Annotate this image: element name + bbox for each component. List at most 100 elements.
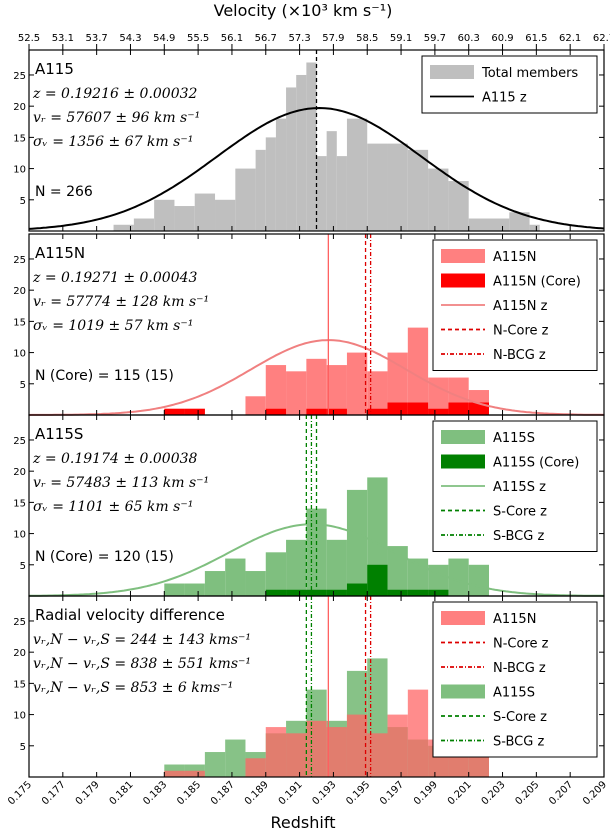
histogram-bar (184, 770, 205, 777)
top-tick-label: 57.9 (322, 33, 344, 44)
x-tick-label: 0.205 (513, 779, 541, 807)
histogram-bar (225, 739, 246, 777)
panel-title: A115 (35, 60, 74, 78)
histogram-bar (296, 74, 307, 231)
histogram-bar (225, 558, 246, 596)
legend-label: N-BCG z (493, 661, 546, 676)
histogram-bar (265, 365, 287, 415)
panel-stat-line: σᵥ = 1356 ± 67 km s⁻¹ (33, 134, 193, 150)
top-tick-label: 55.5 (187, 33, 209, 44)
histogram-bar (306, 720, 327, 777)
legend-box (432, 601, 598, 758)
histogram-bar (407, 327, 429, 415)
y-tick-label: 20 (13, 102, 26, 113)
y-tick-label: 25 (13, 617, 26, 628)
legend-label: N-BCG z (493, 348, 546, 363)
top-tick-label: 52.5 (18, 33, 40, 44)
panel-stat-line: vᵣ = 57774 ± 128 km s⁻¹ (33, 294, 209, 310)
x-tick-label: 0.185 (175, 779, 203, 807)
y-tick-label: 10 (13, 530, 26, 541)
x-tick-label: 0.201 (446, 779, 474, 807)
histogram-bar (326, 365, 347, 415)
histogram-bar (164, 770, 185, 777)
histogram-bar (407, 402, 429, 415)
histogram-bar (113, 224, 134, 231)
histogram-bar (448, 181, 469, 231)
legend-swatch (430, 65, 474, 79)
x-tick-label: 0.181 (108, 779, 136, 807)
panel-count-label: N (Core) = 120 (15) (35, 549, 174, 565)
histogram-bar (367, 564, 388, 596)
histogram-bar (286, 87, 297, 231)
histogram-bar (387, 402, 408, 415)
y-tick-label: 15 (13, 133, 26, 144)
histogram-bar (286, 589, 307, 596)
legend-swatch (441, 273, 485, 288)
histogram-bar (184, 408, 205, 415)
x-tick-label: 0.187 (209, 779, 237, 807)
gaussian-fit-line (28, 339, 605, 416)
histogram-bar (428, 564, 449, 596)
histogram-bar (245, 758, 266, 777)
legend-label: A115 z (482, 91, 527, 106)
histogram-bar (286, 539, 307, 596)
x-tick-label: 0.193 (311, 779, 339, 807)
top-tick-label: 60.3 (458, 33, 480, 44)
histogram-bar (407, 149, 429, 231)
histogram-bar (428, 589, 449, 596)
panel-stat-line: z = 0.19216 ± 0.00032 (32, 86, 198, 102)
histogram-bar (245, 571, 266, 596)
panel-stat-line: σᵥ = 1101 ± 65 km s⁻¹ (33, 499, 193, 515)
panel-frame (28, 595, 605, 778)
histogram-bar (265, 408, 287, 415)
top-tick-label: 53.7 (86, 33, 108, 44)
histogram-bar (306, 358, 327, 415)
legend-swatch (441, 611, 485, 625)
histogram-bar (407, 689, 429, 777)
x-tick-label: 0.195 (344, 779, 372, 807)
histogram-bar (286, 371, 307, 415)
histogram-bar (509, 212, 530, 231)
top-axis-title: Velocity (×10³ km s⁻¹) (214, 1, 393, 20)
histogram-bar (133, 218, 155, 231)
legend-label: A115N z (493, 299, 548, 314)
x-tick-label: 0.209 (581, 779, 609, 807)
histogram-bar (387, 143, 408, 231)
histogram-bar (387, 714, 408, 777)
histogram-bar (194, 193, 216, 231)
legend-label: A115N (493, 250, 536, 265)
histogram-bar (204, 571, 226, 596)
histogram-bar (489, 218, 510, 231)
histogram-bar (255, 149, 266, 231)
histogram-bar (326, 131, 337, 231)
y-tick-label: 25 (13, 436, 26, 447)
y-tick-label: 10 (13, 165, 26, 176)
histogram-bar (154, 199, 175, 231)
y-tick-label: 10 (13, 349, 26, 360)
y-tick-label: 15 (13, 679, 26, 690)
panel-stat-line: vᵣ,N − vᵣ,S = 853 ± 6 kms⁻¹ (33, 680, 233, 696)
histogram-bar (265, 589, 287, 596)
y-tick-label: 10 (13, 711, 26, 722)
legend-label: S-BCG z (493, 529, 544, 544)
top-tick-label: 62.7 (593, 33, 610, 44)
histogram-bar (448, 402, 469, 415)
histogram-bar (428, 377, 449, 415)
x-axis-title: Redshift (271, 813, 336, 832)
y-tick-label: 25 (13, 71, 26, 82)
histogram-bar (367, 371, 388, 415)
y-tick-label: 5 (20, 196, 26, 207)
panel-stat-line: vᵣ = 57483 ± 113 km s⁻¹ (33, 475, 209, 491)
histogram-bar (174, 206, 195, 231)
legend-swatch (441, 249, 485, 263)
histogram-bar (468, 218, 489, 231)
histogram-bar (326, 589, 347, 596)
legend-label: A115S (Core) (493, 456, 579, 471)
histogram-bar (326, 408, 347, 415)
panel-frame (28, 49, 605, 232)
legend-label: S-Core z (493, 710, 547, 725)
top-tick-label: 58.5 (356, 33, 378, 44)
x-tick-label: 0.203 (480, 779, 508, 807)
histogram-bar (306, 408, 327, 415)
